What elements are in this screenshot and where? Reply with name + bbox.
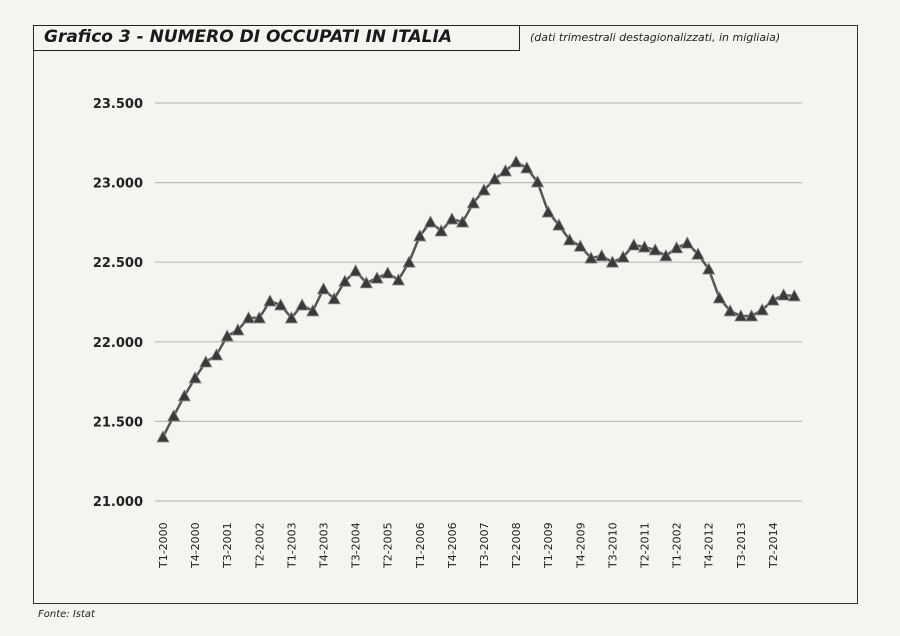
data-point-triangle: [156, 430, 170, 443]
data-point-triangle: [370, 271, 384, 284]
data-point-triangle: [423, 215, 438, 228]
data-point-triangle: [691, 247, 705, 260]
y-tick-label: 22.500: [93, 256, 143, 271]
data-point-triangle: [316, 282, 331, 295]
data-point-triangle: [209, 348, 224, 361]
data-point-triangle: [723, 304, 737, 317]
x-tick-label: T2-2008: [510, 522, 523, 569]
data-point-triangle: [306, 304, 320, 317]
data-point-triangle: [477, 183, 491, 196]
x-tick-label: T4-2006: [446, 522, 459, 569]
data-point-triangle: [648, 243, 662, 256]
data-point-triangle: [274, 298, 288, 311]
data-point-triangle: [177, 389, 192, 402]
data-point-triangle: [595, 248, 609, 262]
data-point-triangle: [605, 255, 620, 268]
series-line: [161, 160, 795, 438]
x-tick-label: T4-2003: [318, 522, 331, 569]
data-point-triangle: [252, 311, 266, 324]
data-point-triangle: [466, 196, 480, 209]
x-tick-label: T1-2006: [414, 522, 427, 569]
data-point-triangle: [263, 294, 277, 307]
data-point-triangle: [787, 289, 801, 302]
x-tick-label: T3-2001: [221, 522, 234, 569]
chart-subtitle: (dati trimestrali destagionalizzati, in …: [530, 31, 781, 44]
data-point-triangle: [734, 309, 748, 322]
y-tick-label: 23.500: [93, 97, 143, 112]
x-tick-label: T4-2012: [703, 522, 716, 569]
data-point-triangle: [434, 224, 448, 237]
data-point-triangle: [327, 291, 341, 305]
data-point-triangle: [455, 215, 470, 228]
data-point-triangle: [744, 309, 759, 322]
x-tick-label: T2-2014: [767, 522, 780, 569]
data-point-triangle: [284, 311, 299, 324]
x-tick-label: T4-2000: [189, 522, 202, 569]
data-point-triangle: [498, 164, 513, 177]
data-point-triangle: [552, 218, 566, 231]
x-tick-label: T1-2003: [285, 522, 298, 569]
data-point-triangle: [295, 298, 309, 311]
data-point-triangle: [669, 241, 684, 254]
data-point-triangle: [712, 291, 727, 304]
x-tick-label: T3-2010: [606, 522, 619, 569]
data-point-triangle: [702, 262, 716, 275]
data-point-triangle: [776, 288, 791, 301]
data-point-triangle: [541, 205, 555, 218]
x-tick-label: T1-2009: [542, 522, 555, 569]
x-tick-label: T3-2004: [350, 522, 363, 569]
source-note: Fonte: Istat: [38, 609, 95, 620]
data-point-triangle: [509, 155, 523, 168]
data-point-triangle: [231, 323, 245, 336]
data-point-triangle: [167, 409, 181, 422]
data-point-triangle: [584, 251, 598, 264]
data-point-triangle: [241, 311, 256, 324]
data-point-triangle: [530, 175, 545, 188]
data-point-triangle: [562, 233, 577, 246]
data-point-triangle: [348, 264, 363, 277]
data-point-triangle: [413, 229, 427, 242]
x-tick-label: T3-2007: [478, 522, 491, 569]
data-point-triangle: [520, 161, 534, 174]
data-point-triangle: [573, 239, 587, 252]
data-point-triangle: [220, 329, 234, 342]
x-tick-label: T2-2005: [382, 522, 395, 569]
data-point-triangle: [445, 212, 459, 225]
data-point-triangle: [637, 240, 652, 253]
y-tick-label: 21.500: [93, 415, 143, 430]
y-tick-label: 21.000: [93, 495, 143, 510]
data-point-triangle: [659, 248, 673, 262]
data-point-triangle: [755, 303, 769, 316]
title-box: Grafico 3 - NUMERO DI OCCUPATI IN ITALIA: [33, 25, 520, 51]
data-point-triangle: [627, 238, 641, 251]
chart-title: Grafico 3 - NUMERO DI OCCUPATI IN ITALIA: [44, 27, 452, 47]
data-point-triangle: [680, 236, 694, 249]
x-tick-label: T3-2013: [735, 522, 748, 569]
x-tick-label: T1-2000: [157, 522, 170, 569]
x-tick-label: T2-2011: [639, 522, 652, 569]
x-tick-label: T2-2002: [253, 522, 266, 569]
y-tick-label: 23.000: [93, 177, 143, 192]
data-point-triangle: [488, 172, 502, 185]
y-tick-label: 22.000: [93, 336, 143, 351]
data-point-triangle: [402, 255, 416, 268]
x-tick-label: T1-2002: [671, 522, 684, 569]
data-point-triangle: [381, 266, 395, 279]
data-point-triangle: [616, 250, 630, 263]
data-point-triangle: [391, 273, 406, 286]
data-point-triangle: [338, 274, 352, 287]
data-point-triangle: [188, 371, 202, 384]
data-point-triangle: [199, 355, 213, 368]
data-point-triangle: [766, 293, 780, 306]
x-tick-label: T4-2009: [574, 522, 587, 569]
data-point-triangle: [359, 276, 373, 289]
